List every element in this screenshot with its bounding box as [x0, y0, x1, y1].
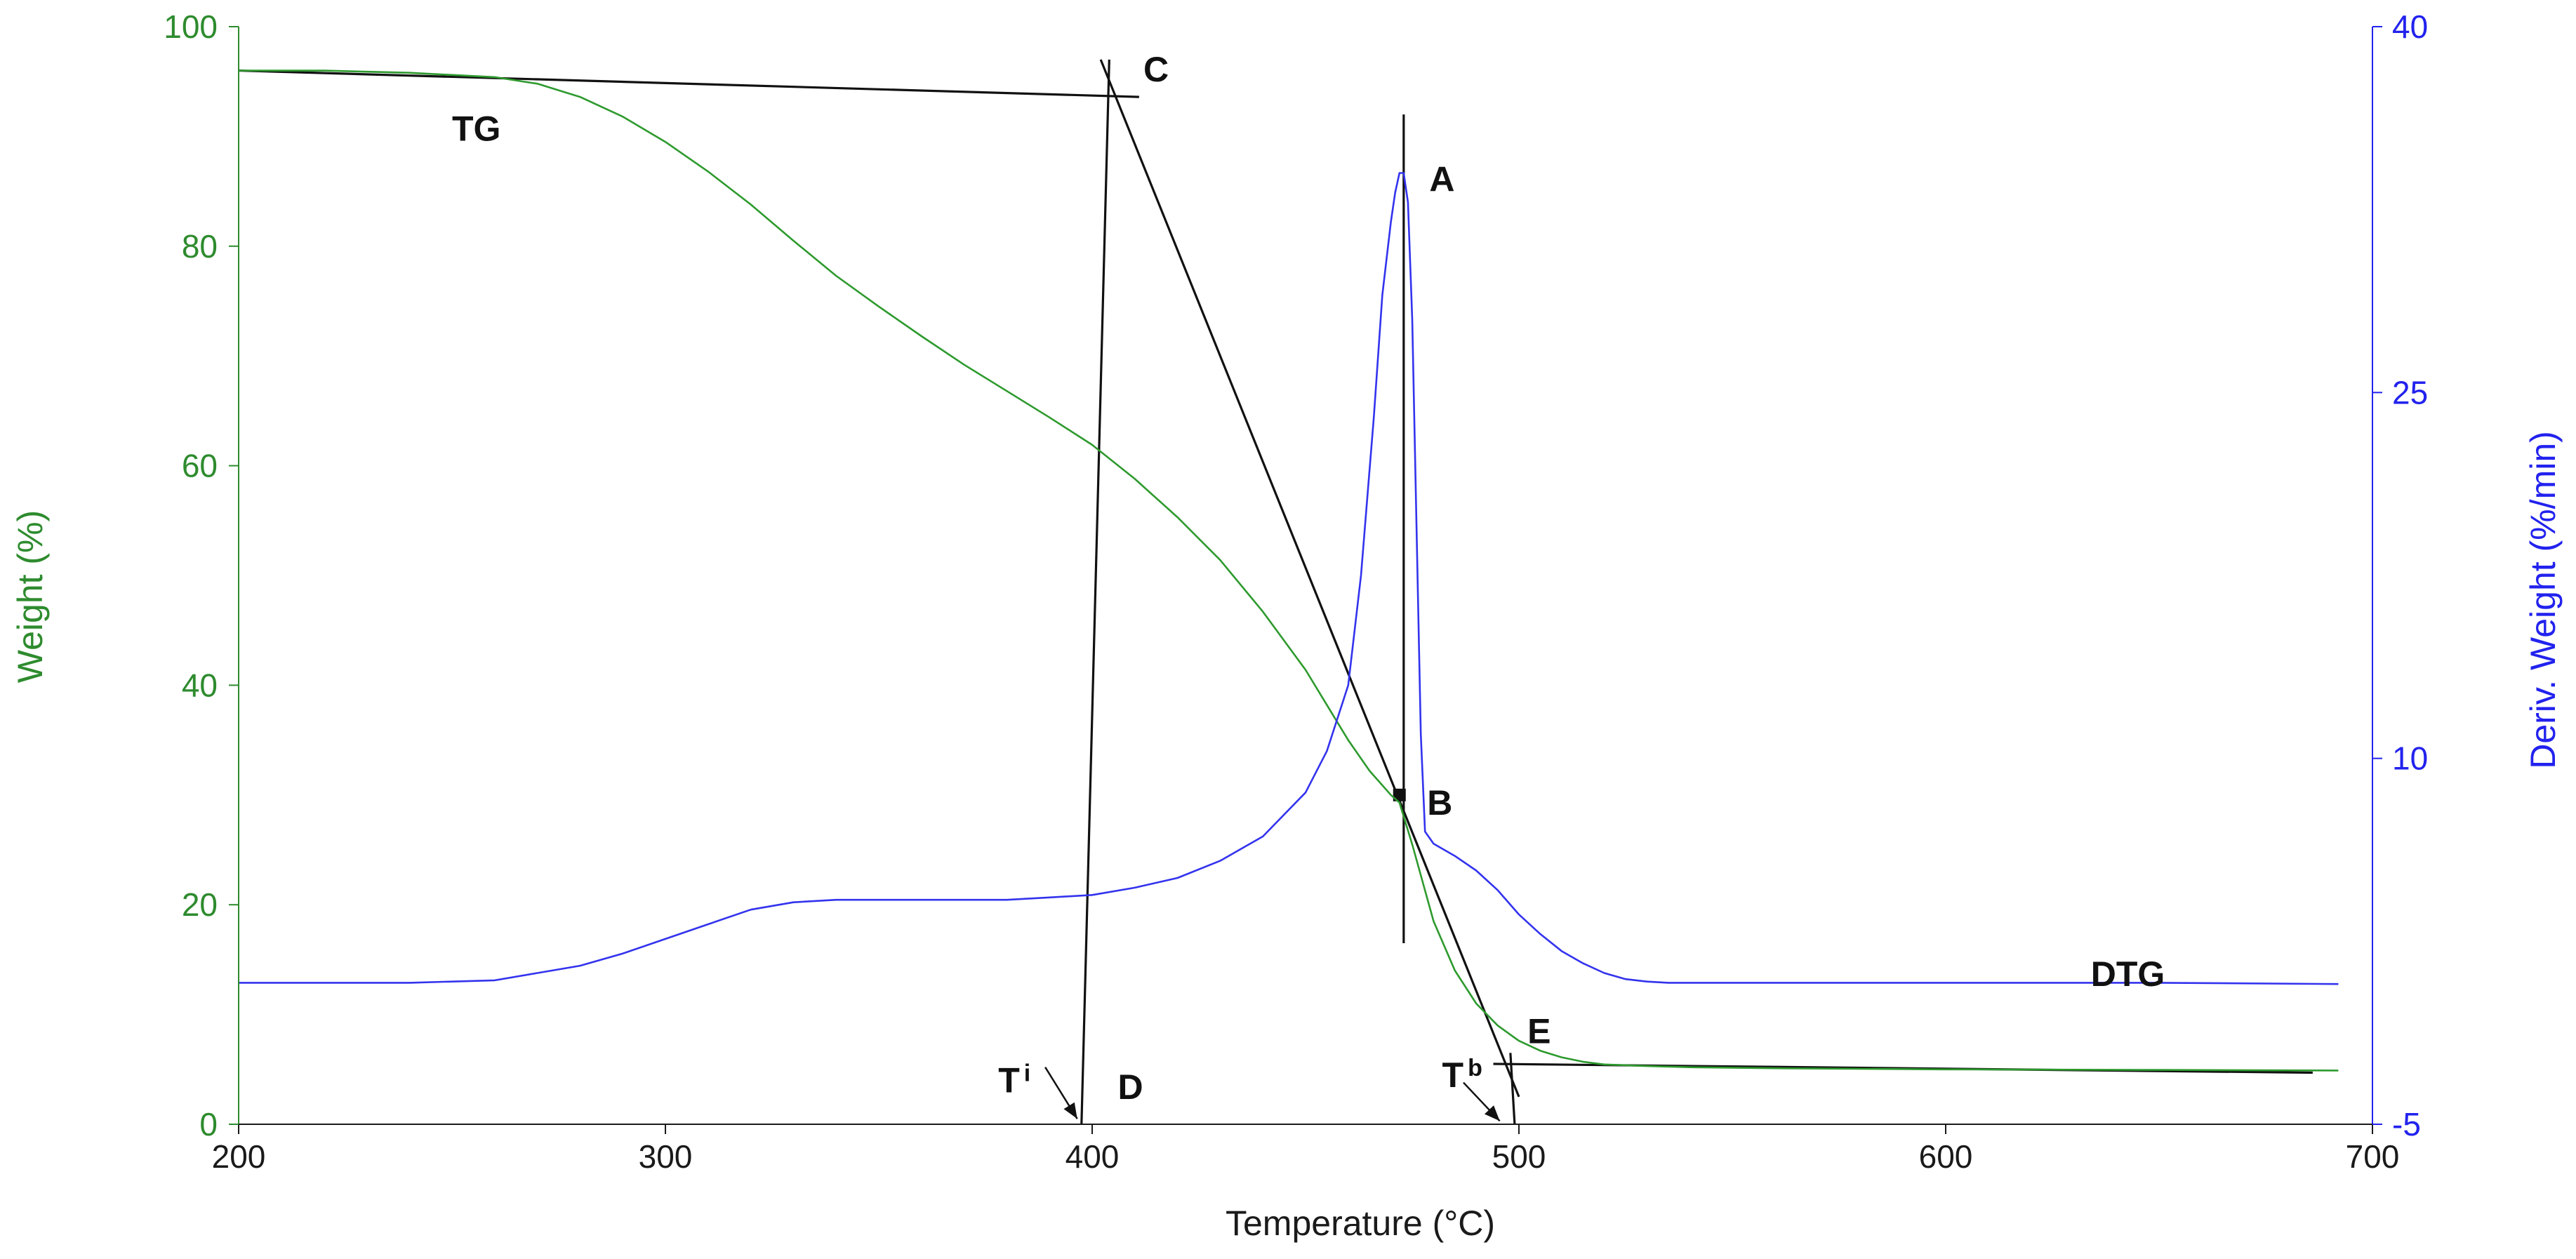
annotation-subscript: i [1024, 1060, 1030, 1087]
left-y-tick-label: 80 [182, 228, 218, 265]
axes: 200 300 400 500 600 700 0 20 40 60 80 100 -5 10 25 40 [164, 8, 2428, 1175]
series-layer [239, 69, 2339, 1072]
left-y-tick-label: 100 [164, 8, 218, 45]
arrow-Ti-head [1063, 1102, 1077, 1119]
annotation-dtg: DTG [2091, 954, 2165, 994]
left-y-tick-label: 0 [199, 1106, 218, 1143]
annotation-e: E [1527, 1011, 1551, 1051]
left-y-tick-label: 40 [182, 667, 218, 703]
x-tick-label: 600 [1919, 1138, 1973, 1175]
line-C-baseline [238, 69, 1139, 98]
line-CE [1099, 59, 1520, 1098]
arrow-Tb-head [1484, 1105, 1500, 1121]
annotation-a: A [1429, 160, 1454, 199]
left-y-axis-title: Weight (%) [11, 510, 50, 683]
tg-series-line [239, 69, 2339, 1072]
right-y-tick-label: 40 [2392, 8, 2428, 45]
x-tick-label: 200 [212, 1138, 266, 1175]
point-b-marker [1393, 788, 1406, 801]
construction-lines [238, 59, 2313, 1125]
x-tick-label: 400 [1065, 1138, 1120, 1175]
left-y-tick-label: 20 [182, 886, 218, 923]
right-y-tick-label: 10 [2392, 740, 2428, 777]
x-axis-title: Temperature (°C) [1226, 1204, 1495, 1243]
annotation-subscript: b [1468, 1055, 1482, 1081]
right-y-tick-label: 25 [2392, 374, 2428, 411]
right-y-axis-title: Deriv. Weight (%/min) [2523, 431, 2563, 769]
line-Tb-vertical [1509, 1053, 1516, 1125]
dtg-series-line [239, 172, 2339, 985]
annotation-c: C [1143, 50, 1169, 89]
x-tick-label: 500 [1492, 1138, 1546, 1175]
x-tick-label: 700 [2346, 1138, 2400, 1175]
annotation-d: D [1117, 1067, 1143, 1107]
annotation-b: B [1427, 783, 1452, 822]
x-tick-label: 300 [639, 1138, 693, 1175]
left-y-tick-label: 60 [182, 448, 218, 484]
right-y-tick-label: -5 [2392, 1106, 2421, 1143]
annotation-tg: TG [452, 109, 500, 149]
line-CD [1080, 59, 1110, 1125]
